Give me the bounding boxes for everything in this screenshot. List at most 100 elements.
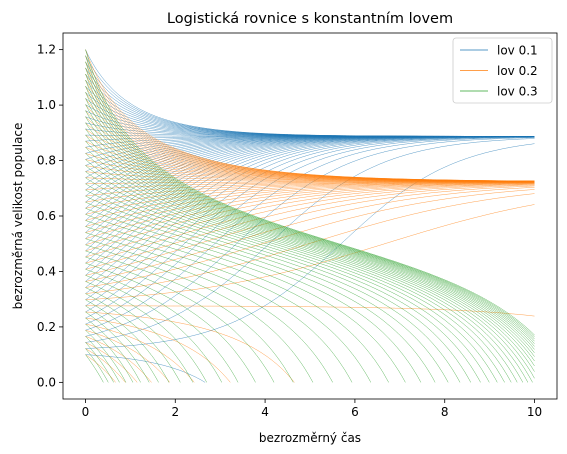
- y-tick-label: 0.0: [37, 375, 56, 389]
- series-3-curve: [85, 147, 518, 383]
- series-2-curve: [85, 323, 195, 383]
- series-2-curve: [85, 184, 535, 264]
- series-3-curve: [85, 244, 314, 383]
- series-2-curve: [85, 49, 535, 182]
- series-3-curve: [85, 73, 535, 344]
- series-3-curve: [85, 201, 436, 383]
- series-2-curve: [85, 187, 535, 282]
- series-2-curve: [85, 305, 535, 317]
- series-3-curve: [85, 104, 535, 362]
- legend: lov 0.1 lov 0.2 lov 0.3: [452, 37, 553, 104]
- x-tick-label: 6: [351, 405, 359, 419]
- series-2-curve: [85, 182, 535, 233]
- series-2-curve: [85, 183, 535, 258]
- y-tick-label: 1.0: [37, 98, 56, 112]
- series-3-curve: [85, 128, 533, 383]
- series-3-curve: [85, 189, 461, 383]
- series-1-curve: [85, 138, 535, 343]
- series-2-curve: [85, 329, 170, 383]
- series-3-curve: [85, 49, 535, 336]
- series-3-curve: [85, 268, 239, 383]
- y-axis: 0.0 0.2 0.4 0.6 0.8 1.0 1.2: [37, 43, 63, 389]
- series-3-curve: [85, 61, 535, 340]
- series-3-curve: [85, 323, 134, 383]
- series-3-curve: [85, 177, 481, 383]
- legend-entry-label: lov 0.2: [497, 64, 538, 78]
- series-3-curve: [85, 98, 535, 357]
- series-3-curve: [85, 92, 535, 353]
- y-tick-label: 0.8: [37, 154, 56, 168]
- series-2-curve: [85, 342, 138, 383]
- y-tick-label: 0.2: [37, 320, 56, 334]
- x-axis-label: bezrozměrný čas: [259, 431, 361, 445]
- series-1: [85, 49, 535, 383]
- series-2-curve: [85, 182, 535, 227]
- series-3-curve: [85, 293, 181, 383]
- legend-entry-label: lov 0.3: [497, 85, 538, 99]
- series-1-curve: [85, 136, 535, 313]
- series-3-curve: [85, 86, 535, 350]
- series-3-curve: [85, 354, 104, 383]
- series-3-curve: [85, 299, 170, 383]
- chart-title: Logistická rovnice s konstantním lovem: [167, 11, 453, 27]
- series-3-curve: [85, 281, 207, 383]
- series-3-curve: [85, 116, 535, 372]
- x-tick-label: 4: [261, 405, 269, 419]
- series-3-curve: [85, 238, 333, 383]
- series-3-curve: [85, 55, 535, 338]
- series-3-curve: [85, 183, 471, 383]
- series-3-curve: [85, 336, 120, 383]
- series-1-curve: [85, 143, 535, 349]
- series-2-curve: [85, 348, 126, 383]
- series-3-curve: [85, 171, 490, 383]
- series-1-curve: [85, 136, 535, 319]
- series-2-curve: [85, 181, 535, 215]
- series-3-curve: [85, 153, 512, 383]
- legend-box: [452, 37, 553, 104]
- series-3-curve: [85, 226, 372, 383]
- x-axis: 0 2 4 6 8 10: [82, 399, 542, 419]
- series-3-curve: [85, 220, 389, 383]
- series-2-curve: [85, 182, 535, 246]
- series-3-curve: [85, 110, 535, 367]
- series-3-curve: [85, 275, 222, 383]
- series-2-curve: [85, 317, 231, 383]
- series-3-curve: [85, 67, 535, 342]
- series-3-curve: [85, 342, 114, 383]
- series-3-curve: [85, 214, 406, 383]
- y-tick-label: 0.6: [37, 209, 56, 223]
- series-2-curve: [85, 189, 535, 288]
- series-2-curve: [85, 183, 535, 252]
- x-tick-label: 0: [82, 405, 90, 419]
- series-3-curve: [85, 305, 159, 383]
- y-tick-label: 0.4: [37, 264, 56, 278]
- series-3-curve: [85, 287, 194, 383]
- series-3: [85, 49, 535, 383]
- series-3-curve: [85, 134, 529, 383]
- series-2-curve: [85, 354, 116, 383]
- series-3-curve: [85, 207, 422, 383]
- series-1-curve: [85, 136, 535, 331]
- y-tick-label: 1.2: [37, 43, 56, 57]
- series-3-curve: [85, 256, 275, 383]
- series-2-curve: [85, 182, 535, 239]
- x-tick-label: 10: [527, 405, 542, 419]
- series-3-curve: [85, 140, 523, 383]
- series-3-curve: [85, 348, 109, 383]
- series-2-curve: [85, 185, 535, 276]
- series-3-curve: [85, 317, 141, 383]
- x-tick-label: 8: [441, 405, 449, 419]
- x-tick-label: 2: [171, 405, 179, 419]
- series-3-curve: [85, 165, 498, 383]
- series-3-curve: [85, 159, 505, 383]
- series-3-curve: [85, 80, 535, 347]
- series-2-curve: [85, 193, 535, 294]
- series-2-curve: [85, 184, 535, 270]
- series-3-curve: [85, 311, 150, 383]
- curves-layer: [85, 49, 535, 383]
- series-3-curve: [85, 232, 353, 383]
- series-3-curve: [85, 262, 256, 383]
- legend-entry-label: lov 0.1: [497, 44, 538, 58]
- series-3-curve: [85, 195, 449, 383]
